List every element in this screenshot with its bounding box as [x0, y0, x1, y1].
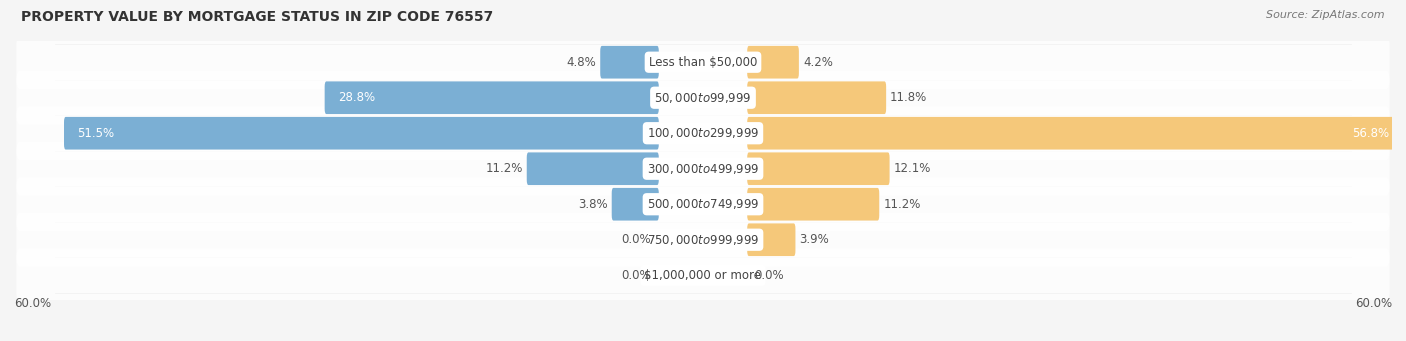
Text: PROPERTY VALUE BY MORTGAGE STATUS IN ZIP CODE 76557: PROPERTY VALUE BY MORTGAGE STATUS IN ZIP…	[21, 10, 494, 24]
FancyBboxPatch shape	[747, 81, 886, 114]
Text: 56.8%: 56.8%	[1353, 127, 1389, 140]
FancyBboxPatch shape	[17, 213, 1389, 267]
Text: $100,000 to $299,999: $100,000 to $299,999	[647, 126, 759, 140]
FancyBboxPatch shape	[747, 46, 799, 78]
FancyBboxPatch shape	[17, 35, 1389, 89]
Text: 11.8%: 11.8%	[890, 91, 928, 104]
FancyBboxPatch shape	[17, 71, 1389, 125]
Text: 28.8%: 28.8%	[337, 91, 375, 104]
Text: 60.0%: 60.0%	[1355, 297, 1392, 310]
FancyBboxPatch shape	[600, 46, 659, 78]
FancyBboxPatch shape	[612, 188, 659, 221]
Text: 11.2%: 11.2%	[883, 198, 921, 211]
FancyBboxPatch shape	[747, 152, 890, 185]
Text: $500,000 to $749,999: $500,000 to $749,999	[647, 197, 759, 211]
Text: 4.2%: 4.2%	[803, 56, 832, 69]
Text: 0.0%: 0.0%	[755, 269, 785, 282]
Text: $750,000 to $999,999: $750,000 to $999,999	[647, 233, 759, 247]
Text: 4.8%: 4.8%	[567, 56, 596, 69]
FancyBboxPatch shape	[17, 248, 1389, 302]
FancyBboxPatch shape	[527, 152, 659, 185]
Text: Source: ZipAtlas.com: Source: ZipAtlas.com	[1267, 10, 1385, 20]
Text: 51.5%: 51.5%	[77, 127, 114, 140]
Text: 0.0%: 0.0%	[621, 233, 651, 246]
Text: Less than $50,000: Less than $50,000	[648, 56, 758, 69]
Text: 3.8%: 3.8%	[578, 198, 607, 211]
Text: $50,000 to $99,999: $50,000 to $99,999	[654, 91, 752, 105]
Text: 12.1%: 12.1%	[894, 162, 931, 175]
FancyBboxPatch shape	[747, 223, 796, 256]
FancyBboxPatch shape	[65, 117, 659, 150]
Text: 0.0%: 0.0%	[621, 269, 651, 282]
FancyBboxPatch shape	[17, 142, 1389, 196]
Text: $300,000 to $499,999: $300,000 to $499,999	[647, 162, 759, 176]
Text: 3.9%: 3.9%	[800, 233, 830, 246]
FancyBboxPatch shape	[747, 117, 1403, 150]
FancyBboxPatch shape	[17, 177, 1389, 231]
FancyBboxPatch shape	[747, 188, 879, 221]
FancyBboxPatch shape	[17, 106, 1389, 160]
Text: 60.0%: 60.0%	[14, 297, 51, 310]
Text: $1,000,000 or more: $1,000,000 or more	[644, 269, 762, 282]
FancyBboxPatch shape	[325, 81, 659, 114]
Text: 11.2%: 11.2%	[485, 162, 523, 175]
